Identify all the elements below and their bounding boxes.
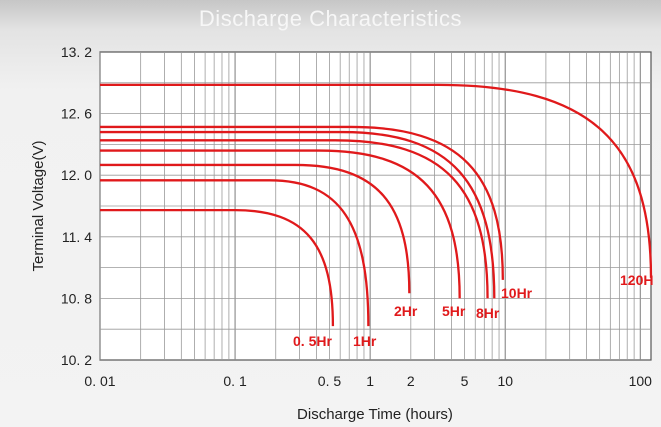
x-tick-label: 1 [366, 373, 374, 389]
series-line [100, 130, 496, 299]
series-line [100, 208, 335, 327]
curve-label: 1Hr [353, 333, 377, 349]
curves [100, 83, 653, 327]
series-line [100, 163, 411, 294]
x-tick-label: 0. 5 [318, 373, 342, 389]
x-tick-label: 2 [407, 373, 415, 389]
y-tick-label: 11. 4 [62, 229, 92, 245]
y-tick-label: 12. 0 [61, 167, 92, 183]
series-line [100, 139, 489, 299]
curve-label: 8Hr [476, 305, 500, 321]
x-tick-label: 5 [461, 373, 469, 389]
series-line [100, 83, 653, 278]
curve-label: 10Hr [501, 285, 533, 301]
chart-title: Discharge Characteristics [198, 6, 463, 31]
x-axis-label: Discharge Time (hours) [297, 406, 453, 423]
curve-label: 0. 5Hr [293, 333, 332, 349]
x-tick-label: 0. 01 [84, 373, 115, 389]
x-tick-label: 100 [629, 373, 653, 389]
x-tick-labels: 0. 01 0. 1 0. 5 1 2 5 10 100 [84, 373, 652, 389]
series-line [100, 125, 504, 280]
y-tick-label: 12. 6 [61, 106, 92, 122]
x-tick-label: 10 [497, 373, 513, 389]
y-tick-label: 10. 8 [61, 290, 92, 306]
grid-lines [99, 52, 651, 360]
series-line [100, 149, 461, 299]
series-line [100, 179, 370, 327]
y-tick-label: 10. 2 [61, 352, 92, 368]
y-tick-label: 13. 2 [61, 44, 92, 60]
curve-label: 120H [620, 272, 653, 288]
curve-label: 5Hr [442, 303, 466, 319]
x-tick-label: 0. 1 [223, 373, 247, 389]
curve-label: 2Hr [394, 303, 418, 319]
y-axis-label: Terminal Voltage(V) [30, 141, 47, 272]
y-tick-labels: 10. 2 10. 8 11. 4 12. 0 12. 6 13. 2 [61, 44, 92, 368]
